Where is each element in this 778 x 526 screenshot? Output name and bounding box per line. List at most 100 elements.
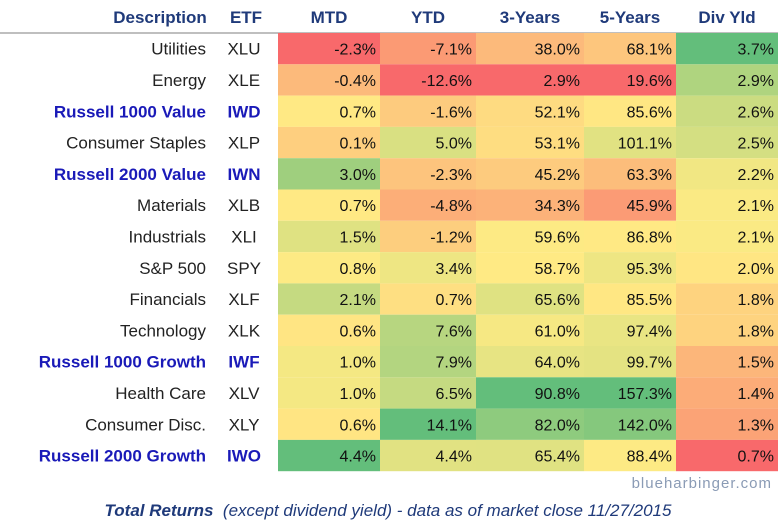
cell-xlv-3-years bbox=[476, 377, 584, 409]
cell-label-xlp-1: 0.1% bbox=[340, 136, 376, 153]
cell-iwf-5-years bbox=[584, 346, 676, 378]
cell-xlk-5-years bbox=[584, 314, 676, 346]
header-3-years: 3-Years bbox=[500, 8, 561, 27]
cell-label-xly-4: 142.0% bbox=[618, 417, 672, 434]
cell-iwd-mtd bbox=[278, 95, 380, 127]
cell-xlk-div-yld bbox=[676, 314, 778, 346]
cell-xlb-div-yld bbox=[676, 189, 778, 221]
cell-xlb-mtd bbox=[278, 189, 380, 221]
cell-label-iwf-4: 99.7% bbox=[627, 355, 672, 372]
cell-label-xlf-4: 85.5% bbox=[627, 292, 672, 309]
row-description-xlf: Financials bbox=[129, 290, 206, 309]
cell-label-xlu-3: 38.0% bbox=[535, 42, 580, 59]
cell-xli-mtd bbox=[278, 220, 380, 253]
cell-label-xlb-1: 0.7% bbox=[340, 198, 376, 215]
cell-label-iwo-2: 4.4% bbox=[436, 449, 472, 466]
cell-spy-5-years bbox=[584, 252, 676, 284]
cell-label-iwd-4: 85.6% bbox=[627, 104, 672, 121]
cell-label-iwf-2: 7.9% bbox=[436, 355, 472, 372]
cell-iwo-div-yld bbox=[676, 439, 778, 472]
cell-label-xlu-1: -2.3% bbox=[334, 42, 376, 59]
cell-label-iwd-5: 2.6% bbox=[738, 104, 774, 121]
cell-label-xle-5: 2.9% bbox=[738, 73, 774, 90]
cell-label-xlf-2: 0.7% bbox=[436, 292, 472, 309]
cell-label-xlu-2: -7.1% bbox=[430, 42, 472, 59]
cell-xlv-ytd bbox=[380, 377, 476, 409]
cell-iwd-ytd bbox=[380, 95, 476, 127]
cell-xlv-div-yld bbox=[676, 377, 778, 409]
row-etf-xli: XLI bbox=[231, 227, 257, 246]
cell-iwf-mtd bbox=[278, 346, 380, 378]
cell-label-spy-2: 3.4% bbox=[436, 261, 472, 278]
cell-xle-mtd bbox=[278, 64, 380, 96]
header-etf: ETF bbox=[230, 8, 262, 27]
cell-label-xlb-5: 2.1% bbox=[738, 198, 774, 215]
row-etf-xlu: XLU bbox=[227, 40, 260, 59]
cell-spy-3-years bbox=[476, 252, 584, 284]
cell-xlk-3-years bbox=[476, 314, 584, 346]
cell-xlp-div-yld bbox=[676, 126, 778, 159]
cell-label-iwd-3: 52.1% bbox=[535, 104, 580, 121]
cell-xlu-div-yld bbox=[676, 33, 778, 65]
cell-label-spy-3: 58.7% bbox=[535, 261, 580, 278]
heatmap-cells: -2.3% -7.1% 38.0% 68.1% 3.7% -0.4% -12.6% 2.9% 1… bbox=[278, 33, 778, 472]
cell-xle-ytd bbox=[380, 64, 476, 96]
cell-label-xlk-4: 97.4% bbox=[627, 323, 672, 340]
row-description-iwn: Russell 2000 Value bbox=[54, 165, 206, 184]
row-description-xly: Consumer Disc. bbox=[85, 415, 206, 434]
header-description: Description bbox=[113, 8, 207, 27]
cell-iwo-ytd bbox=[380, 439, 476, 472]
row-description-xle: Energy bbox=[152, 71, 206, 90]
cell-xli-3-years bbox=[476, 220, 584, 253]
row-description-xlu: Utilities bbox=[151, 40, 206, 59]
cell-xle-3-years bbox=[476, 64, 584, 96]
cell-iwo-mtd bbox=[278, 439, 380, 472]
row-etf-xlf: XLF bbox=[228, 290, 259, 309]
cell-xlb-5-years bbox=[584, 189, 676, 221]
cell-xlp-mtd bbox=[278, 126, 380, 159]
cell-label-xle-3: 2.9% bbox=[544, 73, 580, 90]
cell-label-iwn-1: 3.0% bbox=[340, 167, 376, 184]
cell-label-iwd-1: 0.7% bbox=[340, 104, 376, 121]
cell-xlf-div-yld bbox=[676, 283, 778, 315]
cell-label-xlb-2: -4.8% bbox=[430, 198, 472, 215]
cell-xly-5-years bbox=[584, 408, 676, 440]
cell-iwo-3-years bbox=[476, 439, 584, 472]
cell-xlk-mtd bbox=[278, 314, 380, 346]
cell-label-xlp-4: 101.1% bbox=[618, 136, 672, 153]
cell-label-xly-5: 1.3% bbox=[738, 417, 774, 434]
cell-label-iwn-5: 2.2% bbox=[738, 167, 774, 184]
cell-iwf-3-years bbox=[476, 346, 584, 378]
row-etf-iwf: IWF bbox=[228, 353, 259, 372]
cell-label-iwo-1: 4.4% bbox=[340, 449, 376, 466]
cell-label-iwd-2: -1.6% bbox=[430, 104, 472, 121]
cell-label-iwo-5: 0.7% bbox=[738, 449, 774, 466]
row-description-xlp: Consumer Staples bbox=[66, 134, 206, 153]
cell-iwd-div-yld bbox=[676, 95, 778, 127]
cell-xlb-3-years bbox=[476, 189, 584, 221]
cell-label-spy-1: 0.8% bbox=[340, 261, 376, 278]
cell-label-iwf-5: 1.5% bbox=[738, 355, 774, 372]
cell-iwf-div-yld bbox=[676, 346, 778, 378]
cell-label-xlk-5: 1.8% bbox=[738, 323, 774, 340]
header-div-yld: Div Yld bbox=[698, 8, 755, 27]
row-etf-xlb: XLB bbox=[228, 196, 260, 215]
cell-label-xlb-3: 34.3% bbox=[535, 198, 580, 215]
cell-xlv-mtd bbox=[278, 377, 380, 409]
cell-iwo-5-years bbox=[584, 439, 676, 472]
row-etf-spy: SPY bbox=[227, 259, 261, 278]
row-description-xlb: Materials bbox=[137, 196, 206, 215]
cell-label-iwn-2: -2.3% bbox=[430, 167, 472, 184]
cell-label-xli-4: 86.8% bbox=[627, 229, 672, 246]
cell-xlf-5-years bbox=[584, 283, 676, 315]
cell-xlu-ytd bbox=[380, 33, 476, 65]
cell-label-iwf-1: 1.0% bbox=[340, 355, 376, 372]
cell-xlk-ytd bbox=[380, 314, 476, 346]
cell-label-xli-1: 1.5% bbox=[340, 229, 376, 246]
cell-iwn-div-yld bbox=[676, 158, 778, 190]
cell-label-xlf-3: 65.6% bbox=[535, 292, 580, 309]
cell-iwd-5-years bbox=[584, 95, 676, 127]
cell-label-xli-5: 2.1% bbox=[738, 229, 774, 246]
cell-label-xlf-5: 1.8% bbox=[738, 292, 774, 309]
